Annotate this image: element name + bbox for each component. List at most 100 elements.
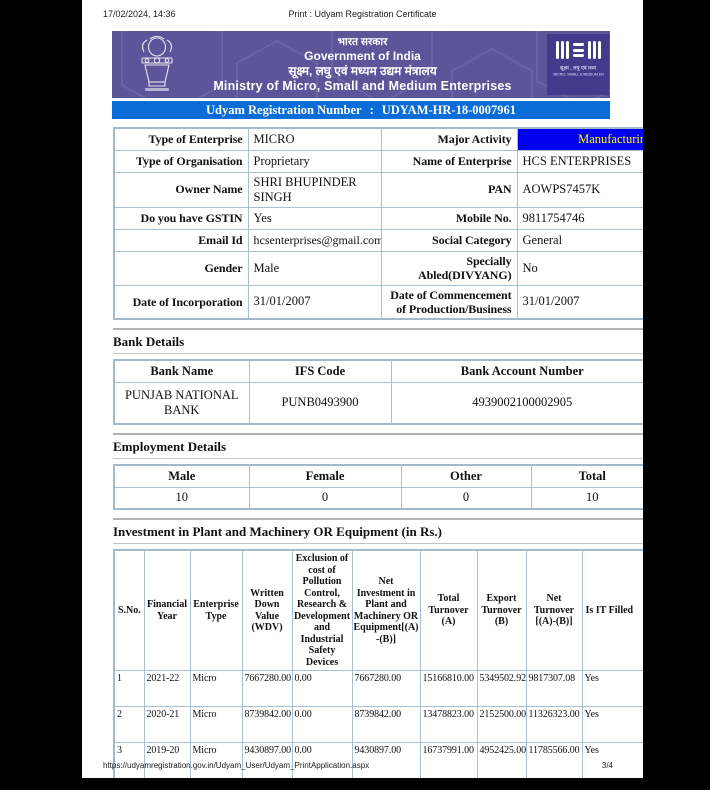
employment-female: 0: [248, 486, 402, 510]
msme-logo: सूक्ष्म , लघु एवं मध्य MICRO, SMALL & ME…: [547, 34, 609, 95]
column-header: Net Turnover [(A)-(B)]: [525, 549, 583, 671]
enterprise-details-table: Type of Enterprise MICRO Major Activity …: [113, 127, 643, 320]
cell: 8739842.00: [241, 706, 293, 743]
cell: 2020-21: [143, 706, 191, 743]
column-header: IFS Code: [248, 359, 392, 383]
column-header: Total: [530, 464, 643, 488]
cell: 7667280.00: [241, 670, 293, 707]
column-header: Female: [248, 464, 402, 488]
table-row: Email Id hcsenterprises@gmail.com Social…: [113, 228, 643, 252]
bank-details-table: Bank Name IFS Code Bank Account Number P…: [113, 359, 643, 425]
print-title: Print : Udyam Registration Certificate: [288, 9, 437, 19]
field-value: Male: [247, 250, 382, 286]
column-header: Written Down Value (WDV): [241, 549, 293, 671]
cell: Yes: [581, 742, 643, 778]
investment-table: S.No. Financial Year Enterprise Type Wri…: [113, 549, 643, 778]
registration-number-label: Udyam Registration Number: [206, 103, 362, 117]
field-label: Major Activity: [380, 127, 518, 151]
ashoka-emblem-icon: [141, 35, 173, 91]
footer-url: https://udyamregistration.gov.in/Udyam_U…: [103, 761, 370, 770]
section-divider: [113, 518, 643, 520]
field-value: Yes: [247, 206, 382, 230]
field-value: 9811754746: [516, 206, 643, 230]
table-row: Do you have GSTIN Yes Mobile No. 9811754…: [113, 206, 643, 230]
field-label: Name of Enterprise: [380, 149, 518, 173]
field-label: Mobile No.: [380, 206, 518, 230]
employment-male: 10: [113, 486, 250, 510]
cell: 3: [113, 742, 145, 778]
section-divider: [113, 543, 643, 544]
cell: Micro: [189, 670, 243, 707]
column-header: Is IT Filled: [581, 549, 643, 671]
field-label: Date of Commencement of Production/Busin…: [380, 284, 518, 320]
cell: 0.00: [291, 742, 353, 778]
major-activity-highlight: Manufacturing: [516, 127, 643, 151]
field-label: Specially Abled(DIVYANG): [380, 250, 518, 286]
cell: 8739842.00: [351, 706, 421, 743]
table-row: Type of Enterprise MICRO Major Activity …: [113, 127, 643, 151]
table-row: 1 2021-22 Micro 7667280.00 0.00 7667280.…: [113, 670, 643, 707]
cell: 11326323.00: [525, 706, 583, 743]
field-label: Type of Enterprise: [113, 127, 249, 151]
table-row: 10 0 0 10: [113, 486, 643, 510]
employment-total: 10: [530, 486, 643, 510]
section-divider: [113, 458, 643, 459]
cell: 5349502.92: [476, 670, 527, 707]
cell: 15166810.00: [419, 670, 478, 707]
investment-heading: Investment in Plant and Machinery OR Equ…: [113, 524, 442, 539]
table-row: Type of Organisation Proprietary Name of…: [113, 149, 643, 173]
cell: 4952425.00: [476, 742, 527, 778]
field-label: Owner Name: [113, 171, 249, 208]
field-label: Type of Organisation: [113, 149, 249, 173]
table-header-row: Bank Name IFS Code Bank Account Number: [113, 359, 643, 383]
field-label: Date of Incorporation: [113, 284, 249, 320]
field-label: Do you have GSTIN: [113, 206, 249, 230]
cell: 9817307.08: [525, 670, 583, 707]
cell: Yes: [581, 706, 643, 743]
field-value: General: [516, 228, 643, 252]
msme-logo-icon: [547, 41, 609, 61]
column-header: Export Turnover (B): [476, 549, 527, 671]
field-value: 31/01/2007: [516, 284, 643, 320]
section-divider: [113, 433, 643, 435]
cell: 9430897.00: [351, 742, 421, 778]
column-header: Exclusion of cost of Pollution Control, …: [291, 549, 353, 671]
banner-hindi-ministry: सूक्ष्म, लघु एवं मध्यम उद्यम मंत्रालय: [288, 63, 437, 78]
print-footer: https://udyamregistration.gov.in/Udyam_U…: [82, 761, 643, 773]
table-row: Date of Incorporation 31/01/2007 Date of…: [113, 284, 643, 320]
field-value: hcsenterprises@gmail.com: [247, 228, 382, 252]
registration-number-separator: :: [369, 103, 374, 117]
print-preview-page: 17/02/2024, 14:36 Print : Udyam Registra…: [82, 0, 643, 778]
column-header: Bank Name: [113, 359, 250, 383]
cell: 7667280.00: [351, 670, 421, 707]
field-value: SHRI BHUPINDER SINGH: [247, 171, 382, 208]
bank-account-number: 4939002100002905: [390, 381, 643, 425]
employment-details-table: Male Female Other Total 10 0 0 10: [113, 464, 643, 510]
field-value: MICRO: [247, 127, 382, 151]
table-header-row: Male Female Other Total: [113, 464, 643, 488]
table-row: 2 2020-21 Micro 8739842.00 0.00 8739842.…: [113, 706, 643, 743]
cell: 2152500.00: [476, 706, 527, 743]
banner-text: भारत सरकार Government of India सूक्ष्म, …: [178, 35, 547, 95]
section-divider: [113, 328, 643, 330]
bank-name: PUNJAB NATIONAL BANK: [113, 381, 250, 425]
banner-hindi-government: भारत सरकार: [337, 35, 388, 48]
banner-ministry: Ministry of Micro, Small and Medium Ente…: [213, 78, 512, 93]
table-row: Owner Name SHRI BHUPINDER SINGH PAN AOWP…: [113, 171, 643, 208]
hexagon-pattern: [121, 31, 610, 98]
cell: 0.00: [291, 706, 353, 743]
table-row: 3 2019-20 Micro 9430897.00 0.00 9430897.…: [113, 742, 643, 778]
msme-logo-hindi-text: सूक्ष्म , लघु एवं मध्य: [560, 66, 596, 72]
column-header: Other: [400, 464, 532, 488]
field-label: PAN: [380, 171, 518, 208]
banner-government: Government of India: [304, 48, 421, 63]
print-datetime: 17/02/2024, 14:36: [103, 9, 176, 19]
cell: 0.00: [291, 670, 353, 707]
table-row: PUNJAB NATIONAL BANK PUNB0493900 4939002…: [113, 381, 643, 425]
cell: 16737991.00: [419, 742, 478, 778]
column-header: Financial Year: [143, 549, 191, 671]
column-header: S.No.: [113, 549, 145, 671]
column-header: Enterprise Type: [189, 549, 243, 671]
field-value: 31/01/2007: [247, 284, 382, 320]
